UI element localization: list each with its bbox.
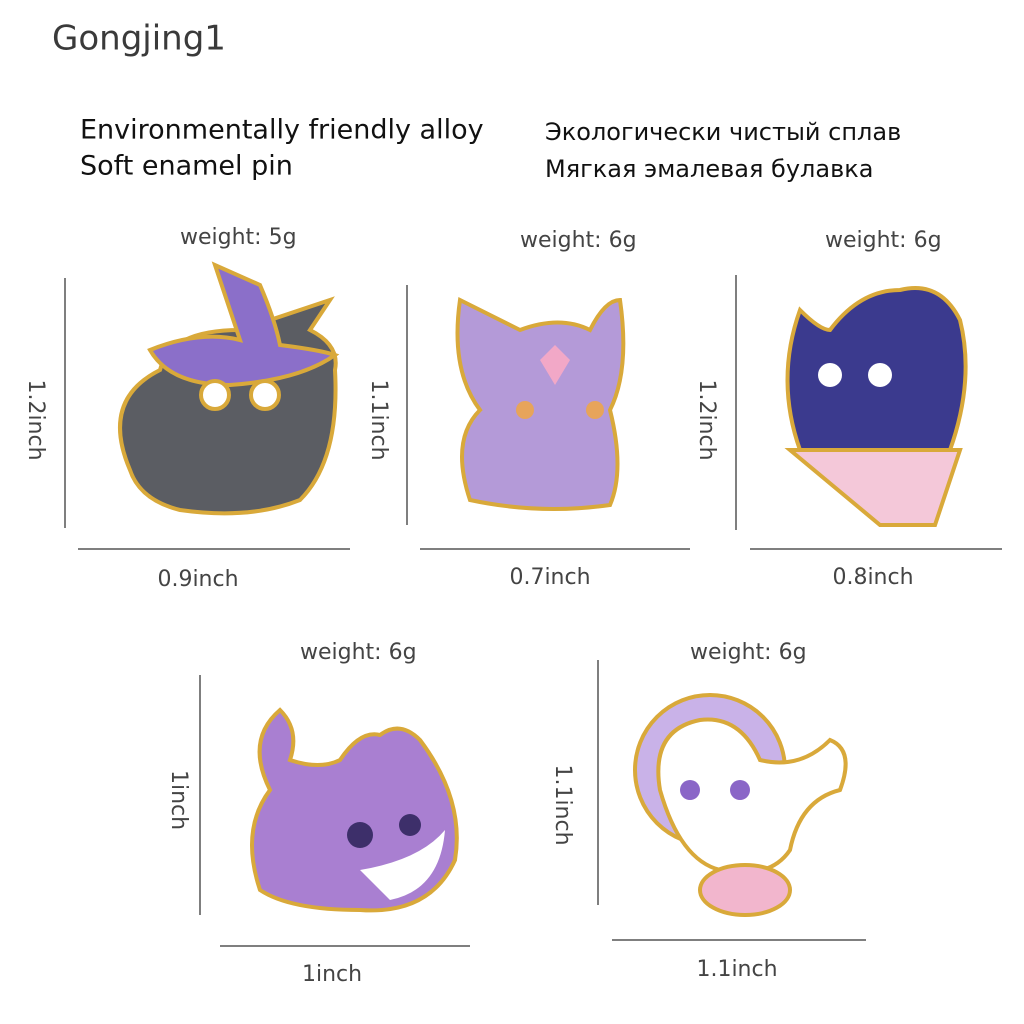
height-label: 1.1inch xyxy=(366,379,391,460)
headline-ru: Мягкая эмалевая булавка xyxy=(545,155,873,183)
width-label: 1.1inch xyxy=(696,957,777,982)
width-label: 0.8inch xyxy=(832,565,913,590)
headline-en: Environmentally friendly alloy xyxy=(80,115,484,146)
width-label: 0.7inch xyxy=(509,565,590,590)
weight-label: weight: 6g xyxy=(520,228,637,253)
height-label: 1.1inch xyxy=(550,764,575,845)
height-label: 1inch xyxy=(166,770,191,830)
weight-label: weight: 6g xyxy=(825,228,942,253)
dimensions: weight: 5g 1.2inch 0.9inch weight: 6g 1.1inc… xyxy=(23,225,1002,987)
width-label: 0.9inch xyxy=(157,567,238,592)
width-label: 1inch xyxy=(302,962,362,987)
height-label: 1.2inch xyxy=(23,379,48,460)
pin-white-cat xyxy=(633,693,848,917)
pin-purple-cat xyxy=(250,707,459,913)
pin-lavender-cat xyxy=(455,296,626,511)
headline-en: Soft enamel pin xyxy=(80,151,293,182)
pin-witch-cat xyxy=(118,261,340,516)
height-label: 1.2inch xyxy=(694,379,719,460)
headline-ru: Экологически чистый сплав xyxy=(545,118,901,146)
watermark: Gongjing1 xyxy=(52,19,226,59)
weight-label: weight: 6g xyxy=(690,640,807,665)
pin-navy-cat xyxy=(784,286,968,527)
weight-label: weight: 6g xyxy=(300,640,417,665)
weight-label: weight: 5g xyxy=(180,225,297,250)
